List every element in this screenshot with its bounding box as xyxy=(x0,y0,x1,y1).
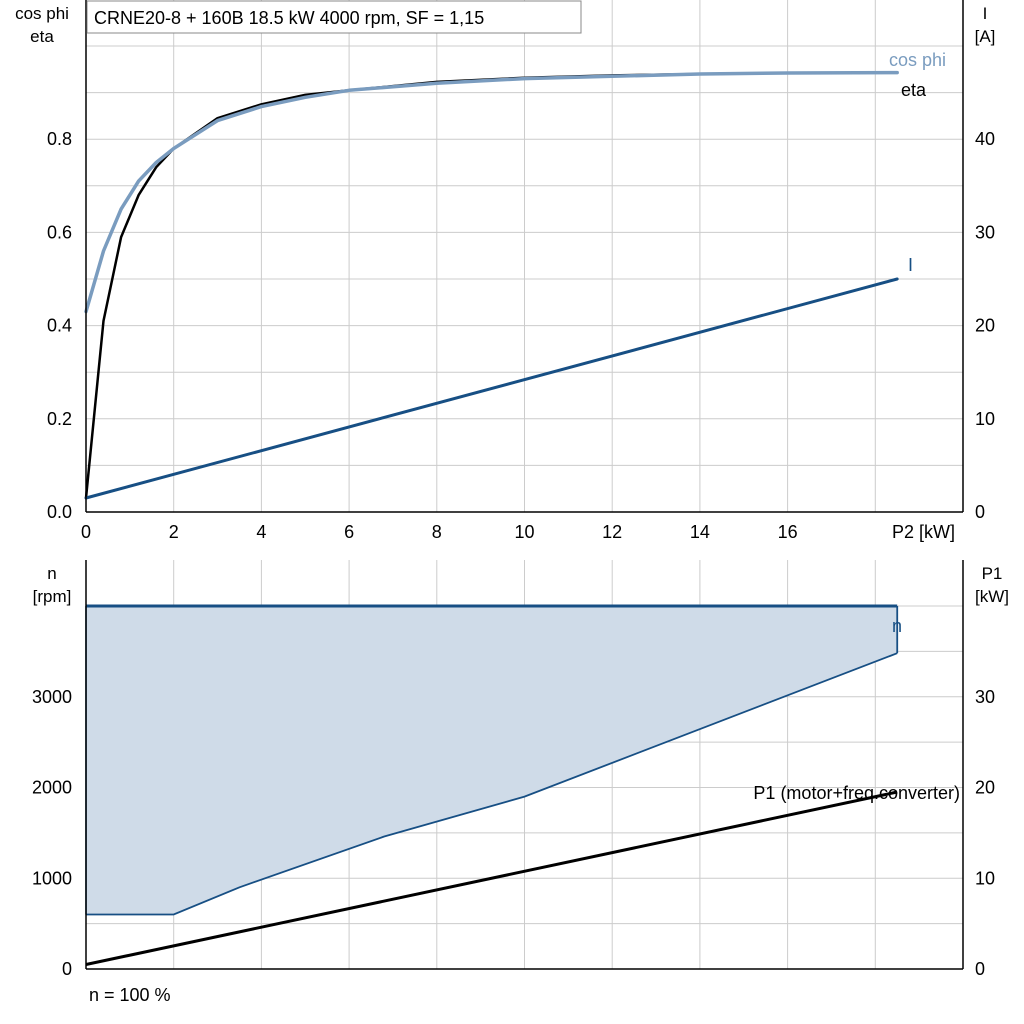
top-right-y-tick-label: 10 xyxy=(975,409,995,429)
series-line-eta xyxy=(84,71,899,500)
series-line-cos-phi xyxy=(84,70,899,314)
bottom-right-y-tick-label: 20 xyxy=(975,778,995,798)
bottom-right-axis-unit-kw: [kW] xyxy=(975,587,1009,606)
series-label-cosphi: cos phi xyxy=(889,50,946,70)
series-label-p1: P1 (motor+freq.converter) xyxy=(753,783,960,803)
bottom-right-y-tick-label: 10 xyxy=(975,868,995,888)
bottom-left-y-tick-label: 2000 xyxy=(32,778,72,798)
left-axis-label-eta: eta xyxy=(30,27,54,46)
x-tick-label: 6 xyxy=(344,522,354,542)
x-tick-label: 12 xyxy=(602,522,622,542)
bottom-left-y-tick-label: 1000 xyxy=(32,868,72,888)
series-line-p1 xyxy=(85,790,898,966)
x-tick-label: 14 xyxy=(690,522,710,542)
left-axis-label-cosphi: cos phi xyxy=(15,4,69,23)
top-left-y-tick-label: 0.4 xyxy=(47,316,72,336)
top-right-y-tick-label: 40 xyxy=(975,129,995,149)
series-label-eta: eta xyxy=(901,80,927,100)
x-tick-label: 16 xyxy=(778,522,798,542)
bottom-left-y-tick-label: 0 xyxy=(62,959,72,979)
x-tick-label: 0 xyxy=(81,522,91,542)
x-axis-label: P2 [kW] xyxy=(892,522,955,542)
series-label-speed: n xyxy=(892,616,902,636)
x-tick-label: 10 xyxy=(514,522,534,542)
bottom-left-axis-label-n: n xyxy=(47,564,56,583)
top-plot-grid xyxy=(86,0,963,512)
series-line-i xyxy=(84,277,899,500)
x-tick-label: 4 xyxy=(256,522,266,542)
top-left-y-tick-label: 0.2 xyxy=(47,409,72,429)
series-label-current: I xyxy=(908,255,913,275)
top-plot-marks xyxy=(84,70,899,500)
right-axis-label-i: I xyxy=(983,4,988,23)
bottom-right-y-tick-label: 0 xyxy=(975,959,985,979)
top-right-y-tick-label: 30 xyxy=(975,222,995,242)
title-box xyxy=(86,0,582,34)
top-right-y-tick-label: 20 xyxy=(975,316,995,336)
right-axis-unit-a: [A] xyxy=(975,27,996,46)
speed-footnote: n = 100 % xyxy=(89,985,171,1005)
top-right-y-tick-label: 0 xyxy=(975,502,985,522)
top-left-y-tick-label: 0.0 xyxy=(47,502,72,522)
chart-title: CRNE20-8 + 160B 18.5 kW 4000 rpm, SF = 1… xyxy=(94,8,484,28)
speed-min-line xyxy=(86,652,898,916)
speed-range-area xyxy=(86,606,898,915)
bottom-left-y-tick-label: 3000 xyxy=(32,687,72,707)
bottom-right-axis-label-p1: P1 xyxy=(982,564,1003,583)
top-left-y-tick-label: 0.8 xyxy=(47,129,72,149)
bottom-left-axis-unit-rpm: [rpm] xyxy=(33,587,72,606)
top-left-y-tick-label: 0.6 xyxy=(47,222,72,242)
bottom-right-y-tick-label: 30 xyxy=(975,687,995,707)
x-tick-label: 2 xyxy=(169,522,179,542)
tick-labels: 0 2 4 6 8 10 12 14 16 0.0 0.2 0.4 0.6 0.8 0 10 20 30 40 0 10… xyxy=(32,129,995,979)
x-tick-label: 8 xyxy=(432,522,442,542)
